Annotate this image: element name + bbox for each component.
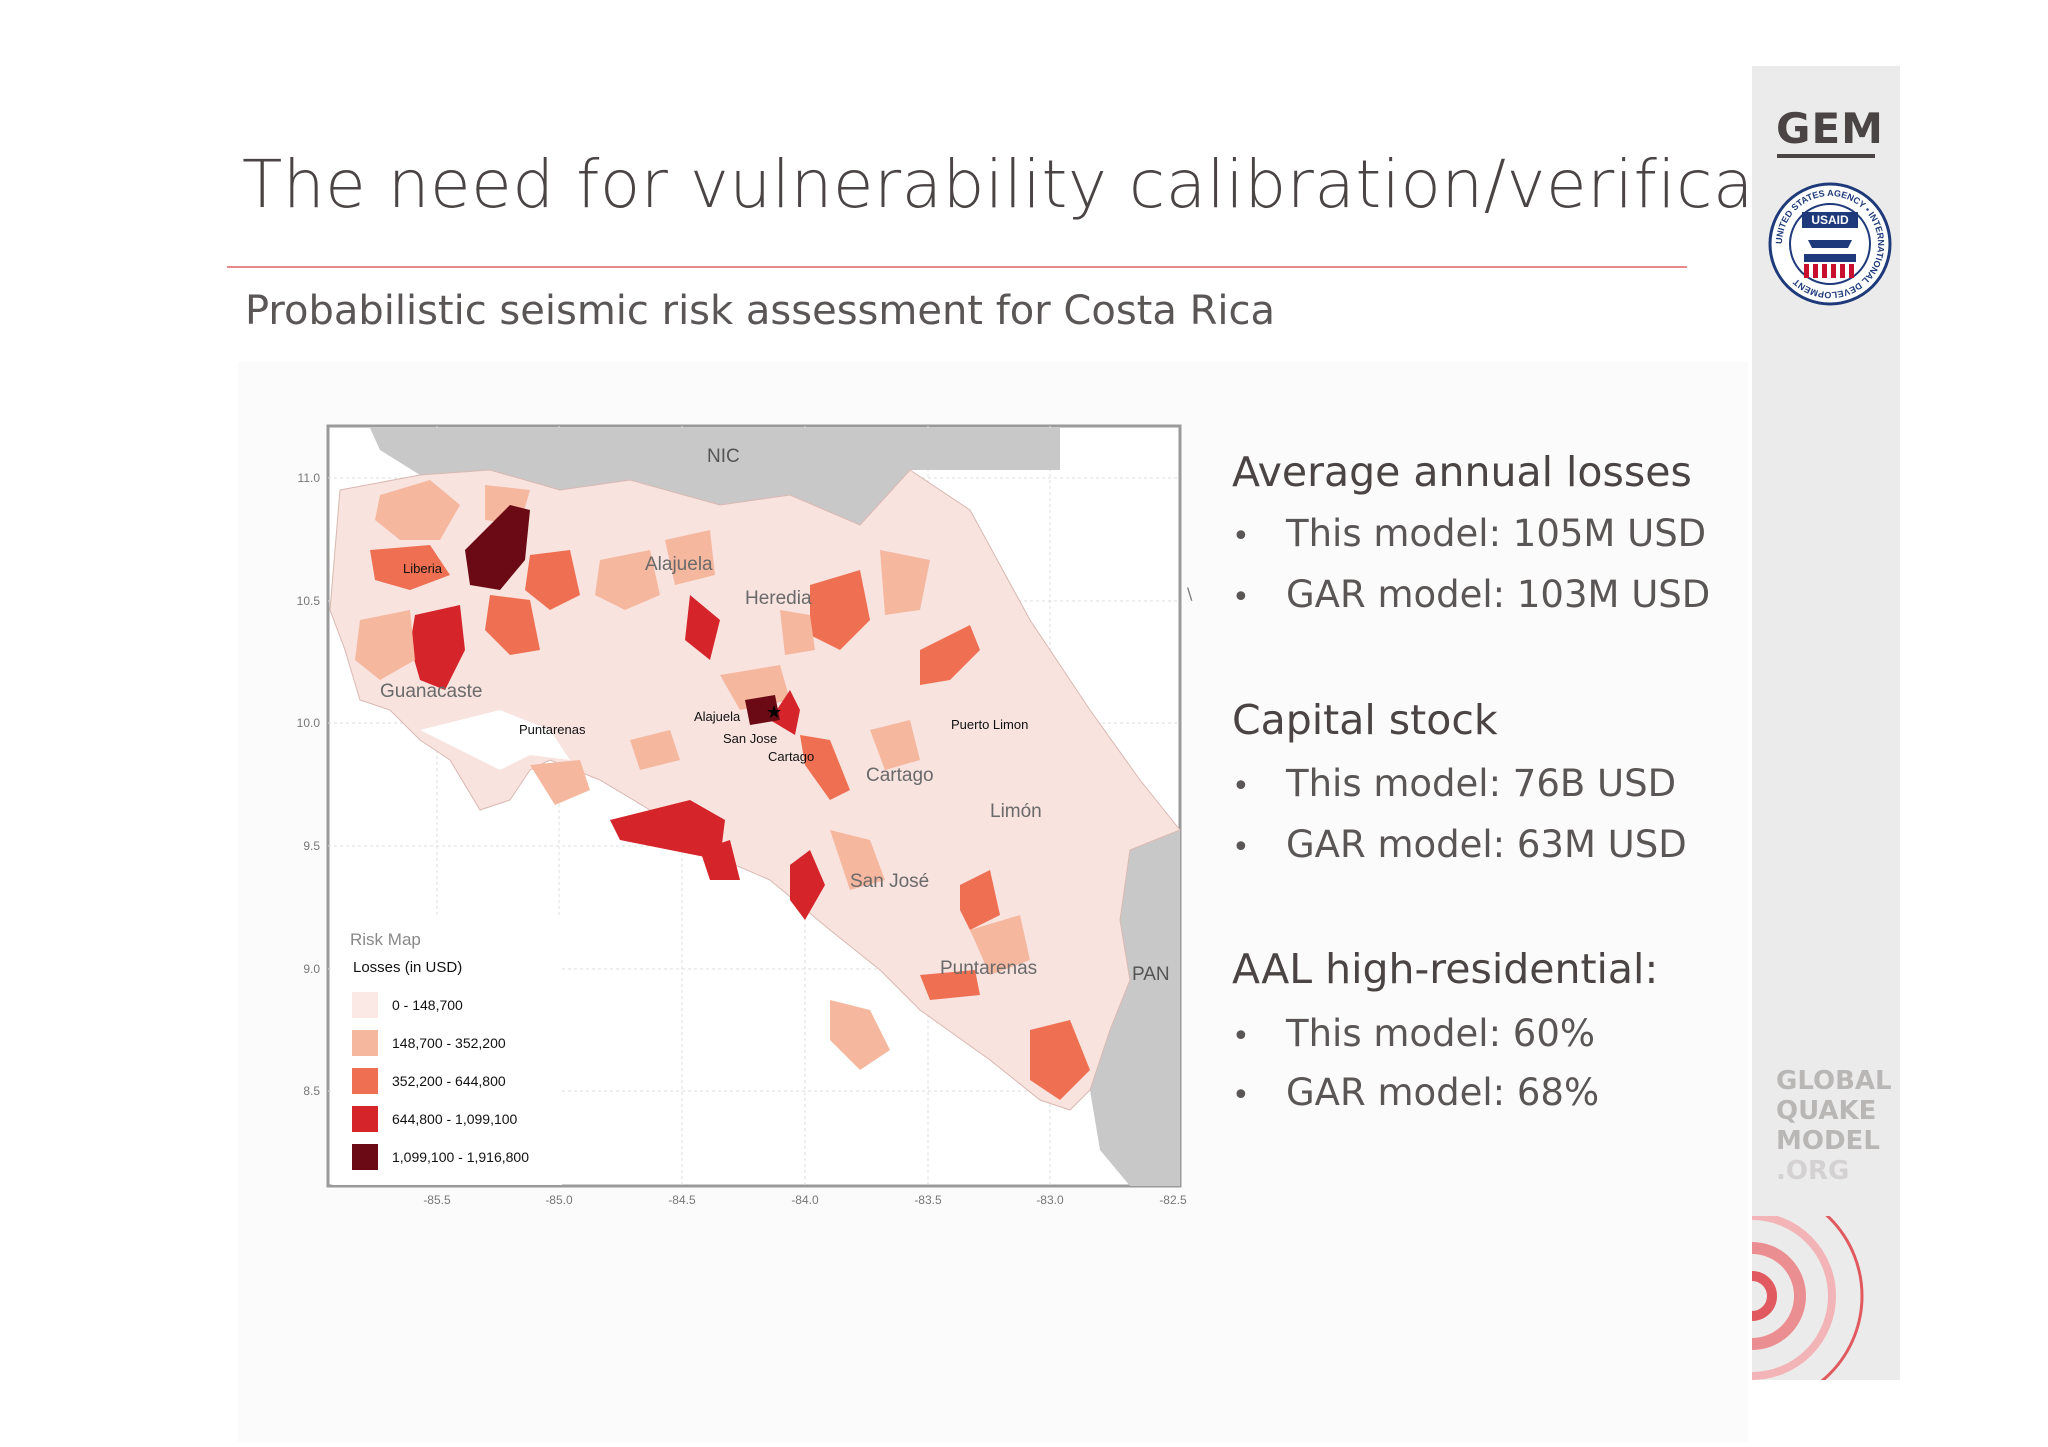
legend-swatch xyxy=(352,992,378,1018)
aal-heading: Average annual losses xyxy=(1232,448,1692,496)
gem-logo-underline xyxy=(1777,154,1875,158)
y-tick: 8.5 xyxy=(303,1084,320,1098)
bullet: • xyxy=(1232,1019,1250,1054)
global-quake-model-logo: GLOBAL QUAKE MODEL .ORG xyxy=(1776,1066,1892,1186)
gqm-line: QUAKE xyxy=(1776,1096,1877,1126)
capital-item-gar-model: • GAR model: 63M USD xyxy=(1232,823,1687,866)
province-label-guanacaste: Guanacaste xyxy=(380,681,482,702)
legend-label: 148,700 - 352,200 xyxy=(392,1035,506,1051)
city-label-puerto-limon: Puerto Limon xyxy=(951,717,1028,732)
province-label-alajuela: Alajuela xyxy=(645,554,713,575)
province-label-puntarenas: Puntarenas xyxy=(940,958,1037,979)
y-tick: 10.5 xyxy=(297,594,321,608)
panama-land xyxy=(1090,830,1180,1186)
city-label-cartago: Cartago xyxy=(768,749,814,764)
legend-swatch xyxy=(352,1144,378,1170)
x-tick: -84.0 xyxy=(791,1193,819,1207)
y-tick: 10.0 xyxy=(297,716,321,730)
province-label-cartago: Cartago xyxy=(866,765,934,786)
legend-swatch xyxy=(352,1068,378,1094)
province-label-limon: Limón xyxy=(990,801,1042,822)
residential-gar-model-text: GAR model: 68% xyxy=(1286,1071,1600,1114)
capital-heading: Capital stock xyxy=(1232,696,1498,744)
country-label-pan: PAN xyxy=(1132,964,1170,985)
residential-item-gar-model: • GAR model: 68% xyxy=(1232,1071,1599,1114)
x-tick: -85.0 xyxy=(545,1193,573,1207)
capital-gar-model-text: GAR model: 63M USD xyxy=(1286,823,1687,866)
province-label-san-jose: San José xyxy=(850,871,929,892)
slide-title: The need for vulnerability calibration/v… xyxy=(242,146,1883,223)
aal-item-this-model: • This model: 105M USD xyxy=(1232,512,1706,555)
risk-map: ★ NIC PAN Alajuela Heredia Guanacaste Ca… xyxy=(270,410,1200,1210)
y-tick: 9.5 xyxy=(303,839,320,853)
gqm-line: MODEL xyxy=(1776,1126,1880,1156)
residential-this-model-text: This model: 60% xyxy=(1286,1012,1596,1055)
stray-mark: \ xyxy=(1187,584,1193,603)
brand-sidebar: GEM UNITED STATES AGENCY • INTERNATIONAL… xyxy=(1752,66,1900,1380)
city-label-liberia: Liberia xyxy=(403,561,443,576)
legend-title: Risk Map xyxy=(350,930,421,949)
x-tick: -83.5 xyxy=(914,1193,942,1207)
capital-item-this-model: • This model: 76B USD xyxy=(1232,762,1676,805)
y-tick: 11.0 xyxy=(298,471,321,485)
residential-item-this-model: • This model: 60% xyxy=(1232,1012,1595,1055)
gqm-line: .ORG xyxy=(1776,1156,1850,1186)
capital-star-icon: ★ xyxy=(766,702,782,723)
x-tick: -84.5 xyxy=(668,1193,696,1207)
quake-rings-icon xyxy=(1752,1216,1864,1380)
x-tick: -82.5 xyxy=(1159,1193,1187,1207)
aal-item-gar-model: • GAR model: 103M USD xyxy=(1232,573,1710,616)
risk-map-svg: ★ NIC PAN Alajuela Heredia Guanacaste Ca… xyxy=(297,424,1187,1207)
aal-this-model-text: This model: 105M USD xyxy=(1286,512,1707,555)
x-tick: -85.5 xyxy=(423,1193,451,1207)
slide-subtitle: Probabilistic seismic risk assessment fo… xyxy=(245,288,1275,334)
usaid-label: USAID xyxy=(1811,213,1849,227)
city-label-puntarenas: Puntarenas xyxy=(519,722,586,737)
city-label-alajuela: Alajuela xyxy=(694,709,741,724)
legend-swatch xyxy=(352,1106,378,1132)
legend-swatch xyxy=(352,1030,378,1056)
x-tick: -83.0 xyxy=(1036,1193,1064,1207)
y-tick: 9.0 xyxy=(303,962,320,976)
gulf-of-nicoya xyxy=(420,710,570,770)
bullet: • xyxy=(1232,519,1250,554)
usaid-seal-icon: UNITED STATES AGENCY • INTERNATIONAL DEV… xyxy=(1768,182,1892,306)
country-label-nic: NIC xyxy=(707,446,740,467)
residential-heading: AAL high-residential: xyxy=(1232,945,1659,993)
legend-label: 644,800 - 1,099,100 xyxy=(392,1111,518,1127)
province-label-heredia: Heredia xyxy=(745,588,812,609)
bullet: • xyxy=(1232,769,1250,804)
nicaragua-land xyxy=(370,428,1060,525)
gqm-line: GLOBAL xyxy=(1776,1066,1892,1096)
loss-regions xyxy=(355,480,1090,1100)
bullet: • xyxy=(1232,1078,1250,1113)
legend-label: 1,099,100 - 1,916,800 xyxy=(392,1149,529,1165)
city-label-san-jose: San Jose xyxy=(723,731,777,746)
bullet: • xyxy=(1232,580,1250,615)
bullet: • xyxy=(1232,830,1250,865)
legend-subtitle: Losses (in USD) xyxy=(353,959,462,976)
title-divider xyxy=(227,266,1687,268)
gem-logo: GEM xyxy=(1776,104,1884,153)
legend-label: 352,200 - 644,800 xyxy=(392,1073,506,1089)
aal-gar-model-text: GAR model: 103M USD xyxy=(1286,573,1711,616)
legend-label: 0 - 148,700 xyxy=(392,997,463,1013)
map-legend: Risk Map Losses (in USD) 0 - 148,700 148,… xyxy=(332,915,562,1185)
capital-this-model-text: This model: 76B USD xyxy=(1286,762,1677,805)
